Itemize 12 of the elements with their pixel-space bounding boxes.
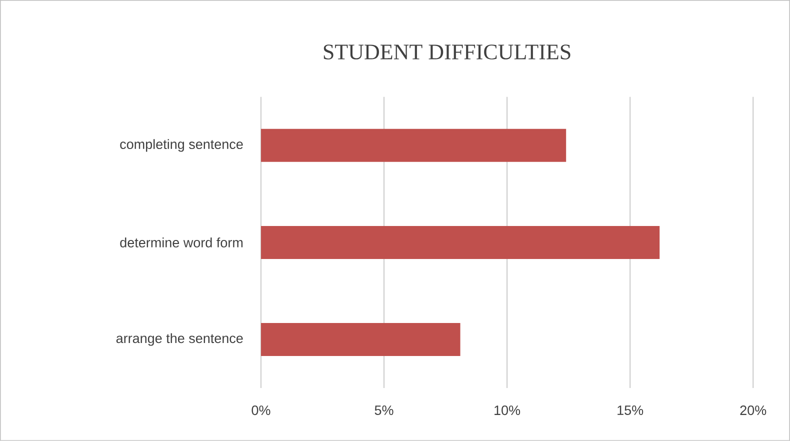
bar xyxy=(260,323,460,356)
y-tick-label: completing sentence xyxy=(120,139,243,152)
x-tick-label: 5% xyxy=(374,406,394,416)
y-tick-label: determine word form xyxy=(120,238,243,248)
chart-title: STUDENT DIFFICULTIES xyxy=(324,44,570,60)
bar xyxy=(260,226,660,259)
x-tick-label: 10% xyxy=(494,406,520,416)
bar xyxy=(260,128,566,162)
x-tick-label: 15% xyxy=(618,406,644,416)
x-tick-label: 0% xyxy=(252,406,270,416)
y-tick-label: arrange the sentence xyxy=(116,333,243,346)
x-tick-label: 20% xyxy=(740,406,766,416)
